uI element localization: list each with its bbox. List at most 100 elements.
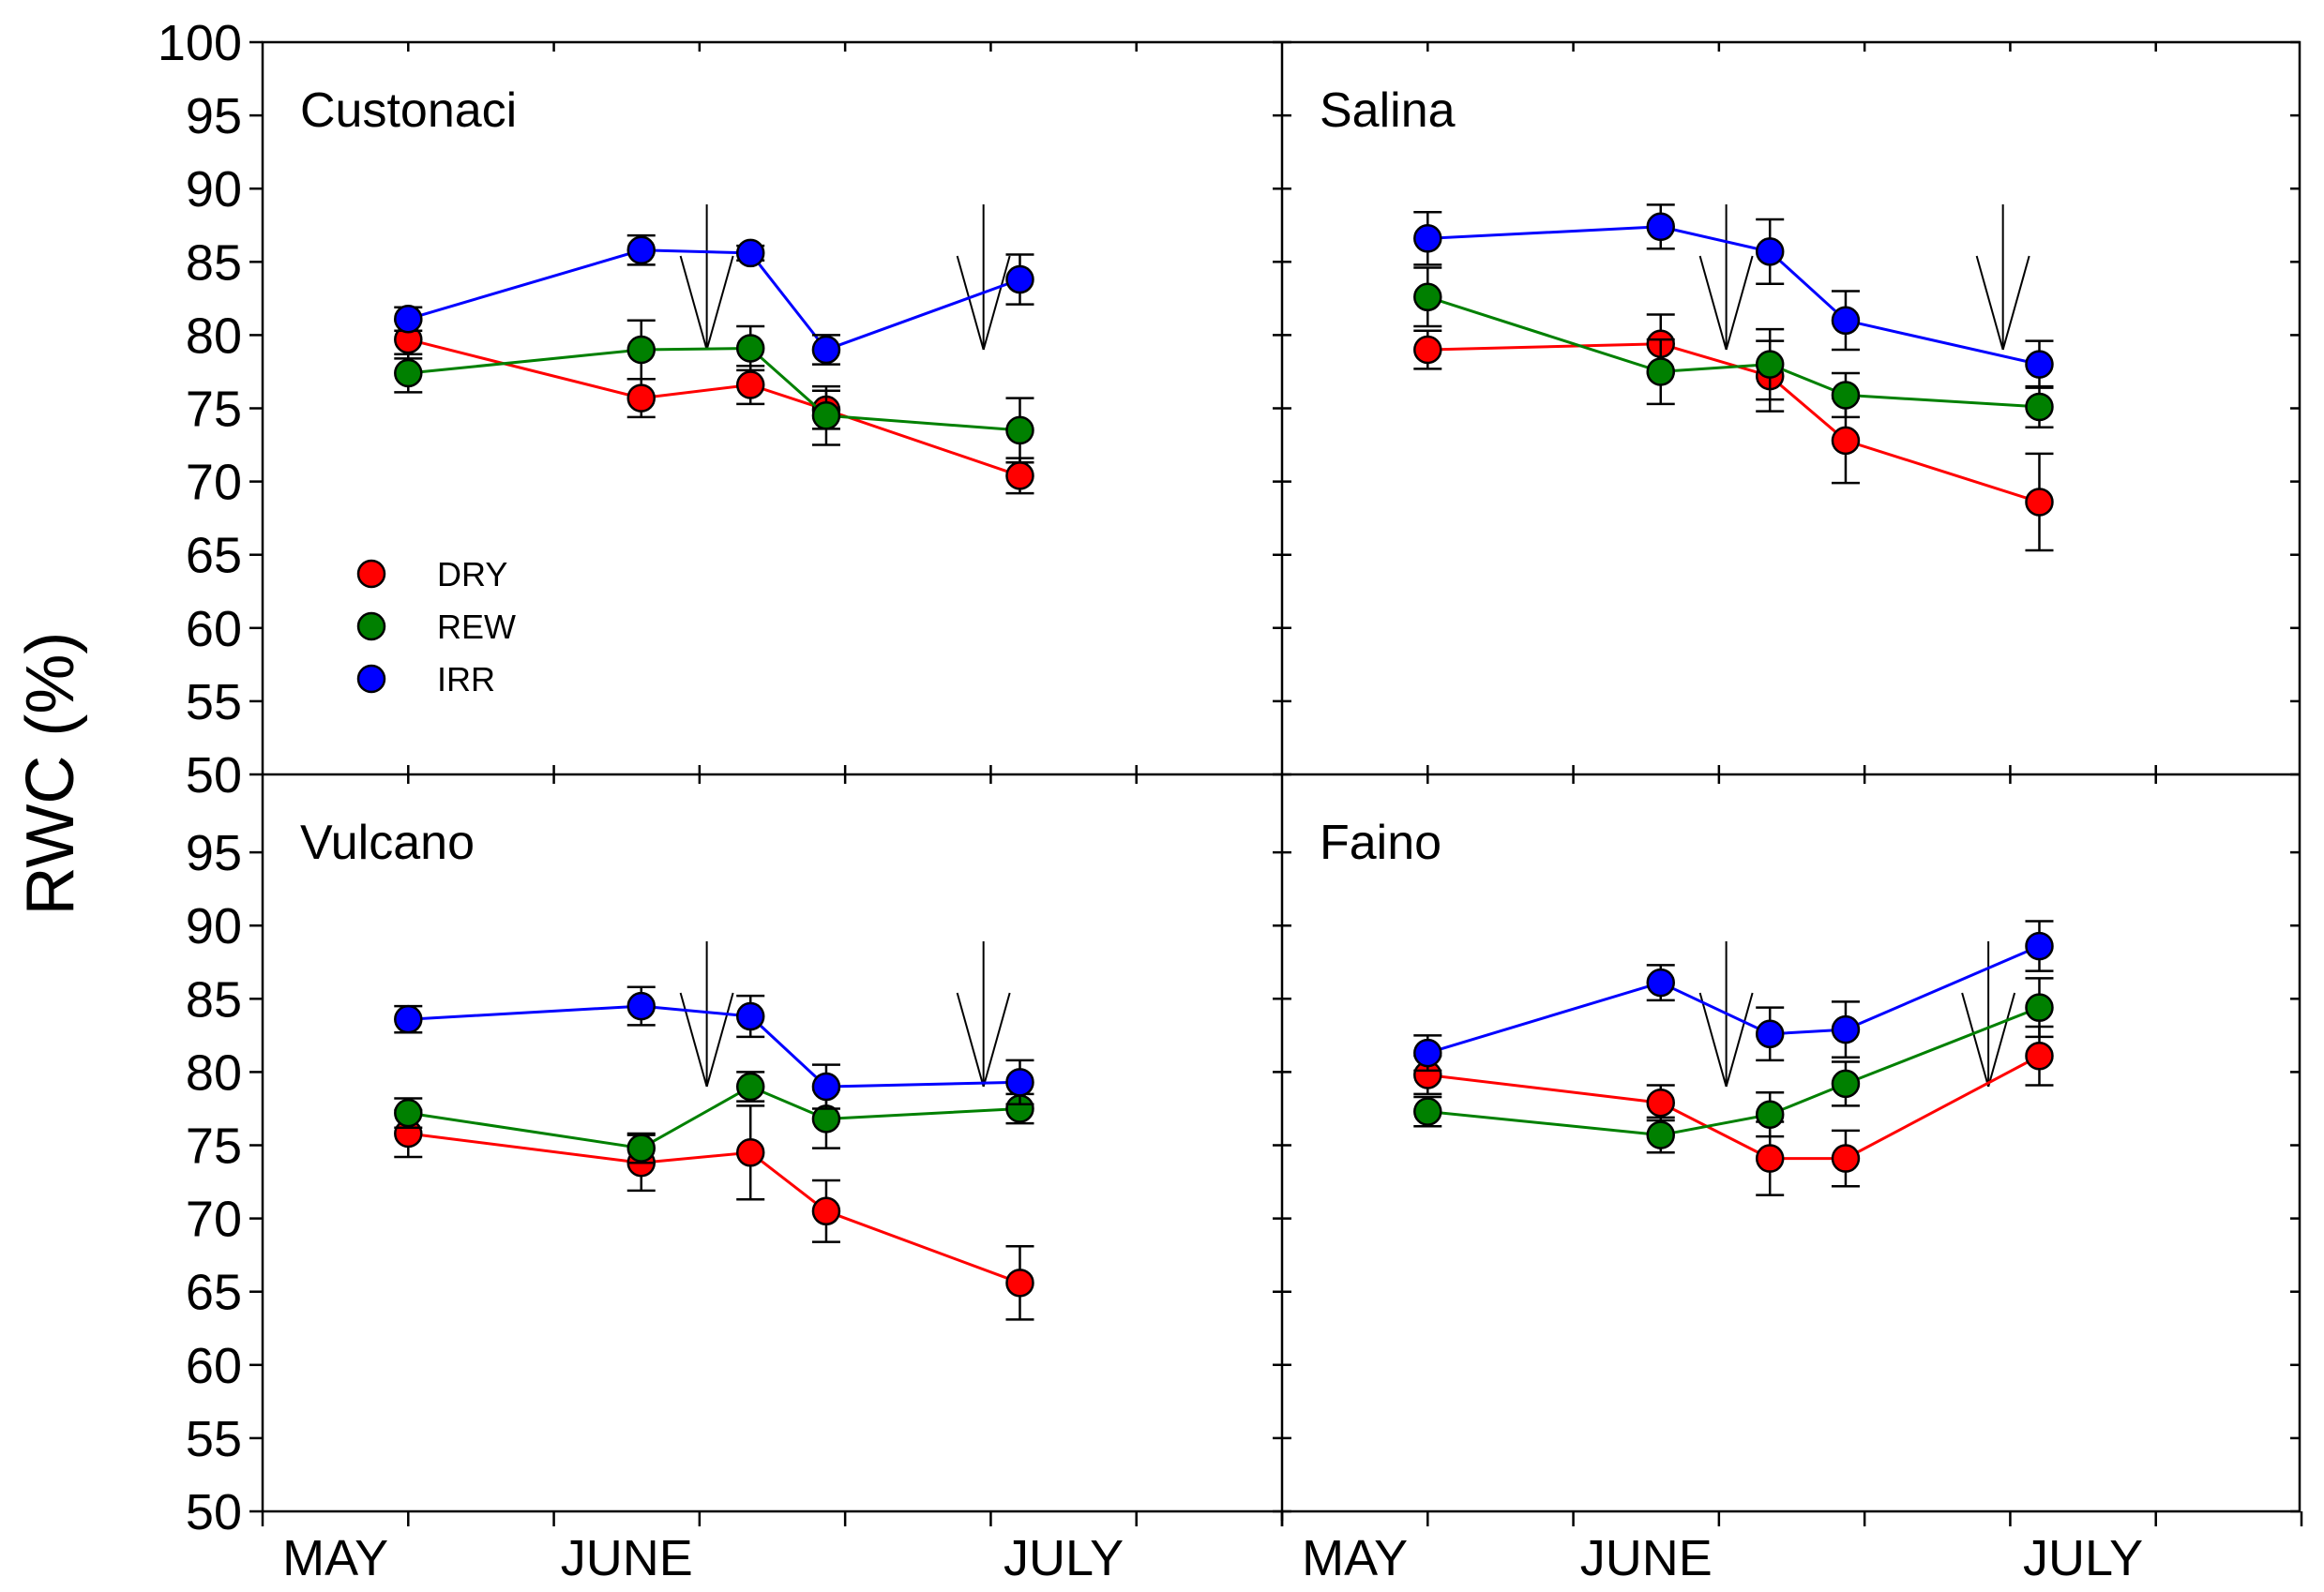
- data-point-rew: [1413, 282, 1442, 312]
- data-point-rew: [1005, 415, 1034, 445]
- y-tick-label: 70: [186, 1192, 242, 1248]
- arrow-head-right: [1725, 255, 1754, 351]
- legend-item-irr: IRR: [356, 660, 495, 698]
- series-dry: [394, 1104, 1034, 1321]
- y-tick-label: 55: [186, 1411, 242, 1467]
- data-point-irr: [1646, 212, 1675, 242]
- data-point-irr: [1413, 1038, 1442, 1068]
- y-tick-label: 95: [186, 88, 242, 144]
- y-tick-label: 85: [186, 971, 242, 1028]
- arrow-head-left: [679, 255, 708, 351]
- series-dry: [1413, 1025, 2054, 1196]
- series-rew: [394, 1071, 1034, 1164]
- series-irr: [394, 985, 1034, 1110]
- plot-frame: [261, 40, 2301, 1521]
- series-dry: [394, 319, 1034, 495]
- series-line-irr: [1426, 944, 2041, 1055]
- data-point-rew: [1755, 350, 1785, 379]
- panels: Custonaci Salina Vulcano Faino: [300, 83, 2054, 1321]
- x-month-label: JUNE: [561, 1530, 693, 1586]
- data-point-irr: [735, 238, 765, 268]
- data-point-irr: [1755, 1019, 1785, 1049]
- legend-label: DRY: [437, 555, 507, 593]
- series-rew: [1413, 977, 2054, 1154]
- data-point-rew: [735, 1072, 765, 1102]
- arrow-head-right: [2001, 255, 2030, 351]
- data-point-irr: [394, 304, 423, 334]
- arrow-head-left: [1961, 992, 1990, 1088]
- data-point-rew: [1646, 1120, 1675, 1149]
- legend-label: REW: [437, 608, 516, 646]
- legend-marker: [356, 664, 386, 694]
- arrow-head-right: [1987, 992, 2016, 1088]
- series-line-dry: [408, 1132, 1021, 1284]
- legend-item-dry: DRY: [356, 555, 507, 593]
- series-line-irr: [408, 1004, 1020, 1089]
- series-line-rew: [408, 1085, 1020, 1150]
- arrow-head-left: [1698, 255, 1728, 351]
- y-tick-label: 80: [186, 1044, 242, 1101]
- data-point-irr: [2025, 350, 2054, 379]
- arrow-head-right: [982, 255, 1011, 351]
- data-point-rew: [1646, 357, 1675, 386]
- data-point-irr: [626, 235, 656, 265]
- panel-salina: Salina: [1320, 83, 2054, 552]
- data-point-rew: [394, 358, 423, 388]
- series-line-dry: [407, 338, 1020, 477]
- data-point-dry: [1413, 335, 1442, 365]
- y-tick-label: 100: [158, 15, 242, 71]
- data-point-irr: [2025, 931, 2054, 961]
- series-irr: [1413, 920, 2054, 1073]
- x-month-label: JULY: [2023, 1530, 2143, 1586]
- data-point-irr: [394, 1004, 423, 1034]
- data-point-irr: [626, 991, 656, 1021]
- panel-vulcano: Vulcano: [300, 816, 1034, 1321]
- data-point-rew: [1831, 381, 1861, 410]
- y-tick-label: 50: [186, 1484, 242, 1540]
- data-point-rew: [394, 1098, 423, 1128]
- legend: DRY REW IRR: [356, 555, 516, 698]
- data-point-dry: [1831, 1144, 1861, 1173]
- data-point-irr: [1831, 1014, 1861, 1044]
- data-point-rew: [1413, 1097, 1442, 1126]
- panel-faino: Faino: [1320, 816, 2054, 1196]
- data-point-irr: [811, 335, 841, 365]
- data-point-dry: [2025, 1041, 2054, 1071]
- panel-custonaci: Custonaci: [300, 83, 1034, 495]
- x-month-label: JUNE: [1580, 1530, 1713, 1586]
- panel-title: Custonaci: [300, 83, 517, 138]
- arrow-head-right: [1725, 992, 1754, 1088]
- panel-title: Salina: [1320, 83, 1456, 138]
- data-point-irr: [811, 1072, 841, 1102]
- data-point-irr: [1831, 306, 1861, 336]
- y-tick-label: 80: [186, 308, 242, 364]
- series-line-irr: [1427, 225, 2040, 367]
- legend-marker: [356, 611, 386, 641]
- data-point-irr: [735, 1001, 765, 1031]
- series-dry: [1413, 313, 2054, 552]
- data-point-irr: [1413, 224, 1442, 253]
- data-point-dry: [626, 383, 656, 413]
- panel-title: Vulcano: [300, 816, 475, 870]
- data-point-rew: [735, 334, 765, 363]
- y-tick-label: 55: [186, 674, 242, 730]
- data-point-rew: [2025, 993, 2054, 1022]
- arrow-head-left: [1975, 255, 2004, 351]
- data-point-rew: [1755, 1100, 1785, 1129]
- y-axis-title: RWC (%): [13, 632, 88, 916]
- y-tick-label: 85: [186, 234, 242, 291]
- y-tick-label: 75: [186, 1119, 242, 1175]
- legend-item-rew: REW: [356, 608, 516, 646]
- data-point-irr: [1646, 968, 1675, 998]
- y-tick-label: 50: [186, 747, 242, 804]
- data-point-dry: [1755, 1144, 1785, 1173]
- y-tick-label: 75: [186, 382, 242, 438]
- arrow-head-right: [705, 992, 734, 1088]
- series-irr: [394, 233, 1034, 366]
- data-point-rew: [626, 1134, 656, 1163]
- data-point-dry: [2025, 488, 2054, 517]
- arrow-head-left: [1698, 992, 1728, 1088]
- data-point-dry: [735, 370, 765, 399]
- y-tick-label: 90: [186, 161, 242, 218]
